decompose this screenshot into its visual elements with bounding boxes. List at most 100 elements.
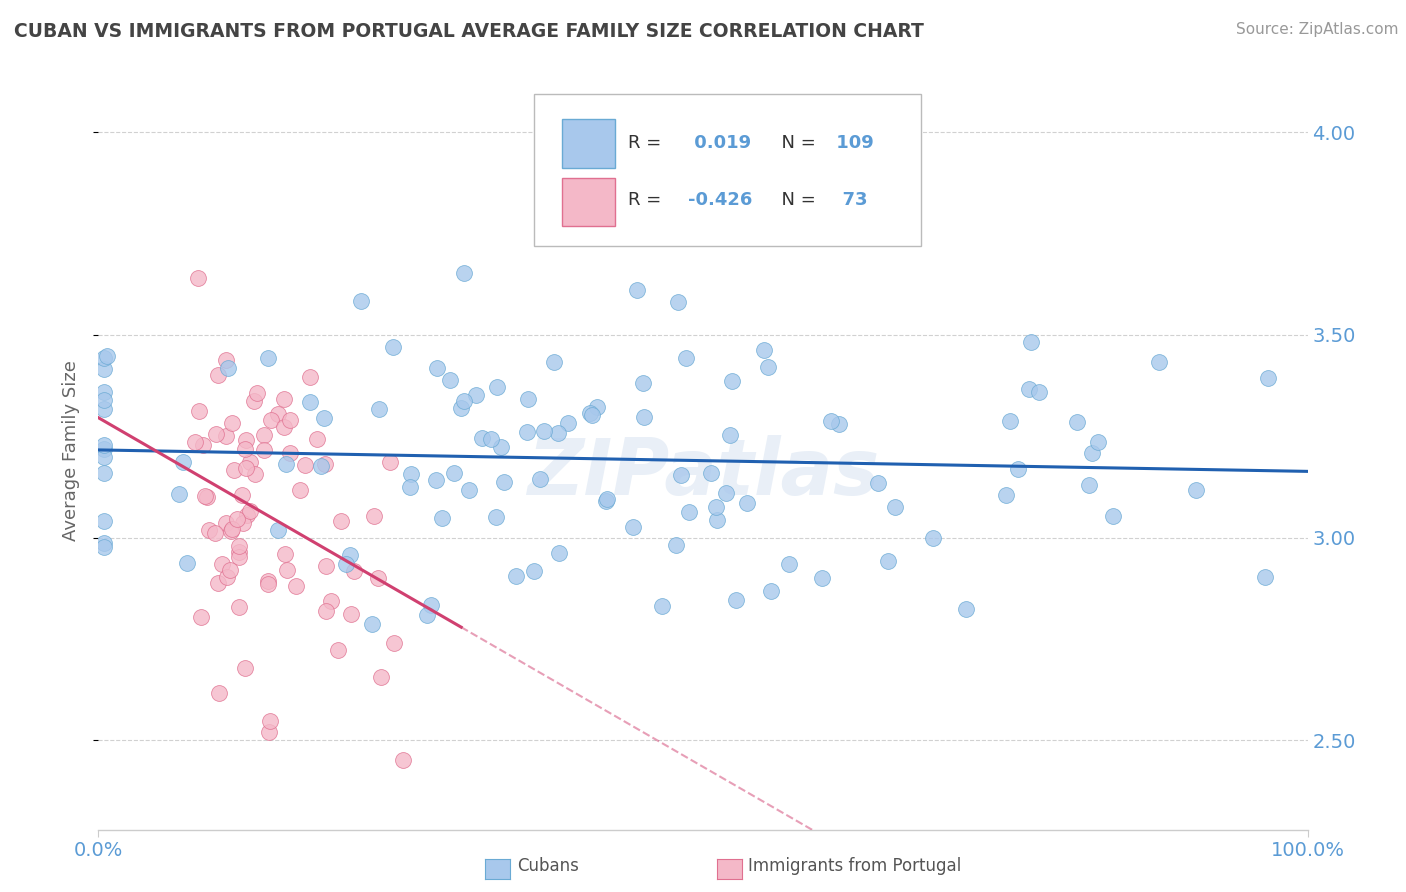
Point xyxy=(253,427,276,442)
Point xyxy=(678,504,700,518)
Point xyxy=(239,455,262,469)
Point xyxy=(217,361,239,376)
Text: 73: 73 xyxy=(830,191,868,209)
Text: N =: N = xyxy=(769,191,815,209)
Point xyxy=(231,488,253,502)
Point xyxy=(228,599,250,614)
Point xyxy=(280,445,302,459)
Point xyxy=(314,457,336,471)
Point xyxy=(547,546,569,560)
Text: 109: 109 xyxy=(830,134,873,152)
Point xyxy=(706,513,728,527)
Point xyxy=(191,437,214,451)
Point xyxy=(319,594,342,608)
Point xyxy=(232,516,254,530)
Point xyxy=(217,570,239,584)
Text: R =: R = xyxy=(628,134,666,152)
Point xyxy=(1081,446,1104,460)
Point xyxy=(419,598,441,612)
Point xyxy=(226,512,249,526)
Point xyxy=(285,579,308,593)
Point xyxy=(1007,462,1029,476)
Point xyxy=(876,553,898,567)
Point xyxy=(315,604,337,618)
Point xyxy=(1028,384,1050,399)
Point xyxy=(187,271,209,285)
Point xyxy=(392,753,415,767)
Point xyxy=(235,434,257,448)
Point xyxy=(370,670,392,684)
Text: -0.426: -0.426 xyxy=(689,191,752,209)
Point xyxy=(595,493,617,508)
Point xyxy=(221,416,243,430)
Point xyxy=(491,441,513,455)
Point xyxy=(453,266,475,280)
Point xyxy=(276,563,298,577)
Point xyxy=(381,340,404,354)
Point xyxy=(93,541,115,555)
Point xyxy=(585,400,607,414)
Point xyxy=(547,425,569,440)
Point xyxy=(557,416,579,430)
Point xyxy=(450,401,472,416)
Point xyxy=(205,427,228,442)
Point xyxy=(716,485,738,500)
Point xyxy=(235,460,257,475)
Point xyxy=(235,508,257,522)
FancyBboxPatch shape xyxy=(561,178,614,226)
Point xyxy=(669,467,692,482)
Point xyxy=(294,458,316,473)
Point xyxy=(190,610,212,624)
Point xyxy=(215,516,238,530)
FancyBboxPatch shape xyxy=(561,120,614,168)
Point xyxy=(1018,383,1040,397)
Point xyxy=(363,508,385,523)
Point xyxy=(299,370,322,384)
Point xyxy=(93,361,115,376)
Point xyxy=(219,563,242,577)
Point xyxy=(228,549,250,564)
Point xyxy=(93,351,115,366)
Point xyxy=(752,343,775,358)
Point xyxy=(529,472,551,486)
Point xyxy=(172,454,194,468)
Point xyxy=(778,557,800,571)
Point xyxy=(93,450,115,465)
Point xyxy=(425,473,447,487)
Point xyxy=(298,394,321,409)
Text: N =: N = xyxy=(769,134,815,152)
Point xyxy=(756,360,779,375)
Point xyxy=(233,661,256,675)
Point xyxy=(339,549,361,563)
Point xyxy=(543,355,565,369)
Point xyxy=(169,487,191,501)
Point xyxy=(665,538,688,552)
Point xyxy=(367,571,389,585)
Text: ZIPatlas: ZIPatlas xyxy=(527,435,879,511)
Point xyxy=(955,602,977,616)
Point xyxy=(884,500,907,515)
Point xyxy=(1066,415,1088,429)
Point xyxy=(721,374,744,388)
Point xyxy=(735,495,758,509)
Point xyxy=(416,608,439,623)
Point xyxy=(759,583,782,598)
Point xyxy=(93,514,115,528)
Point xyxy=(278,413,301,427)
Point xyxy=(222,463,245,477)
Point xyxy=(426,360,449,375)
Point xyxy=(260,413,283,427)
Point xyxy=(361,617,384,632)
Point xyxy=(267,408,290,422)
Point xyxy=(188,404,211,418)
Point xyxy=(718,428,741,442)
Point xyxy=(259,714,281,728)
Text: 0.019: 0.019 xyxy=(689,134,752,152)
Point xyxy=(273,419,295,434)
Point xyxy=(443,466,465,480)
Point xyxy=(378,455,401,469)
Point xyxy=(253,442,276,457)
Point xyxy=(198,524,221,538)
Point xyxy=(820,415,842,429)
Point xyxy=(267,523,290,537)
